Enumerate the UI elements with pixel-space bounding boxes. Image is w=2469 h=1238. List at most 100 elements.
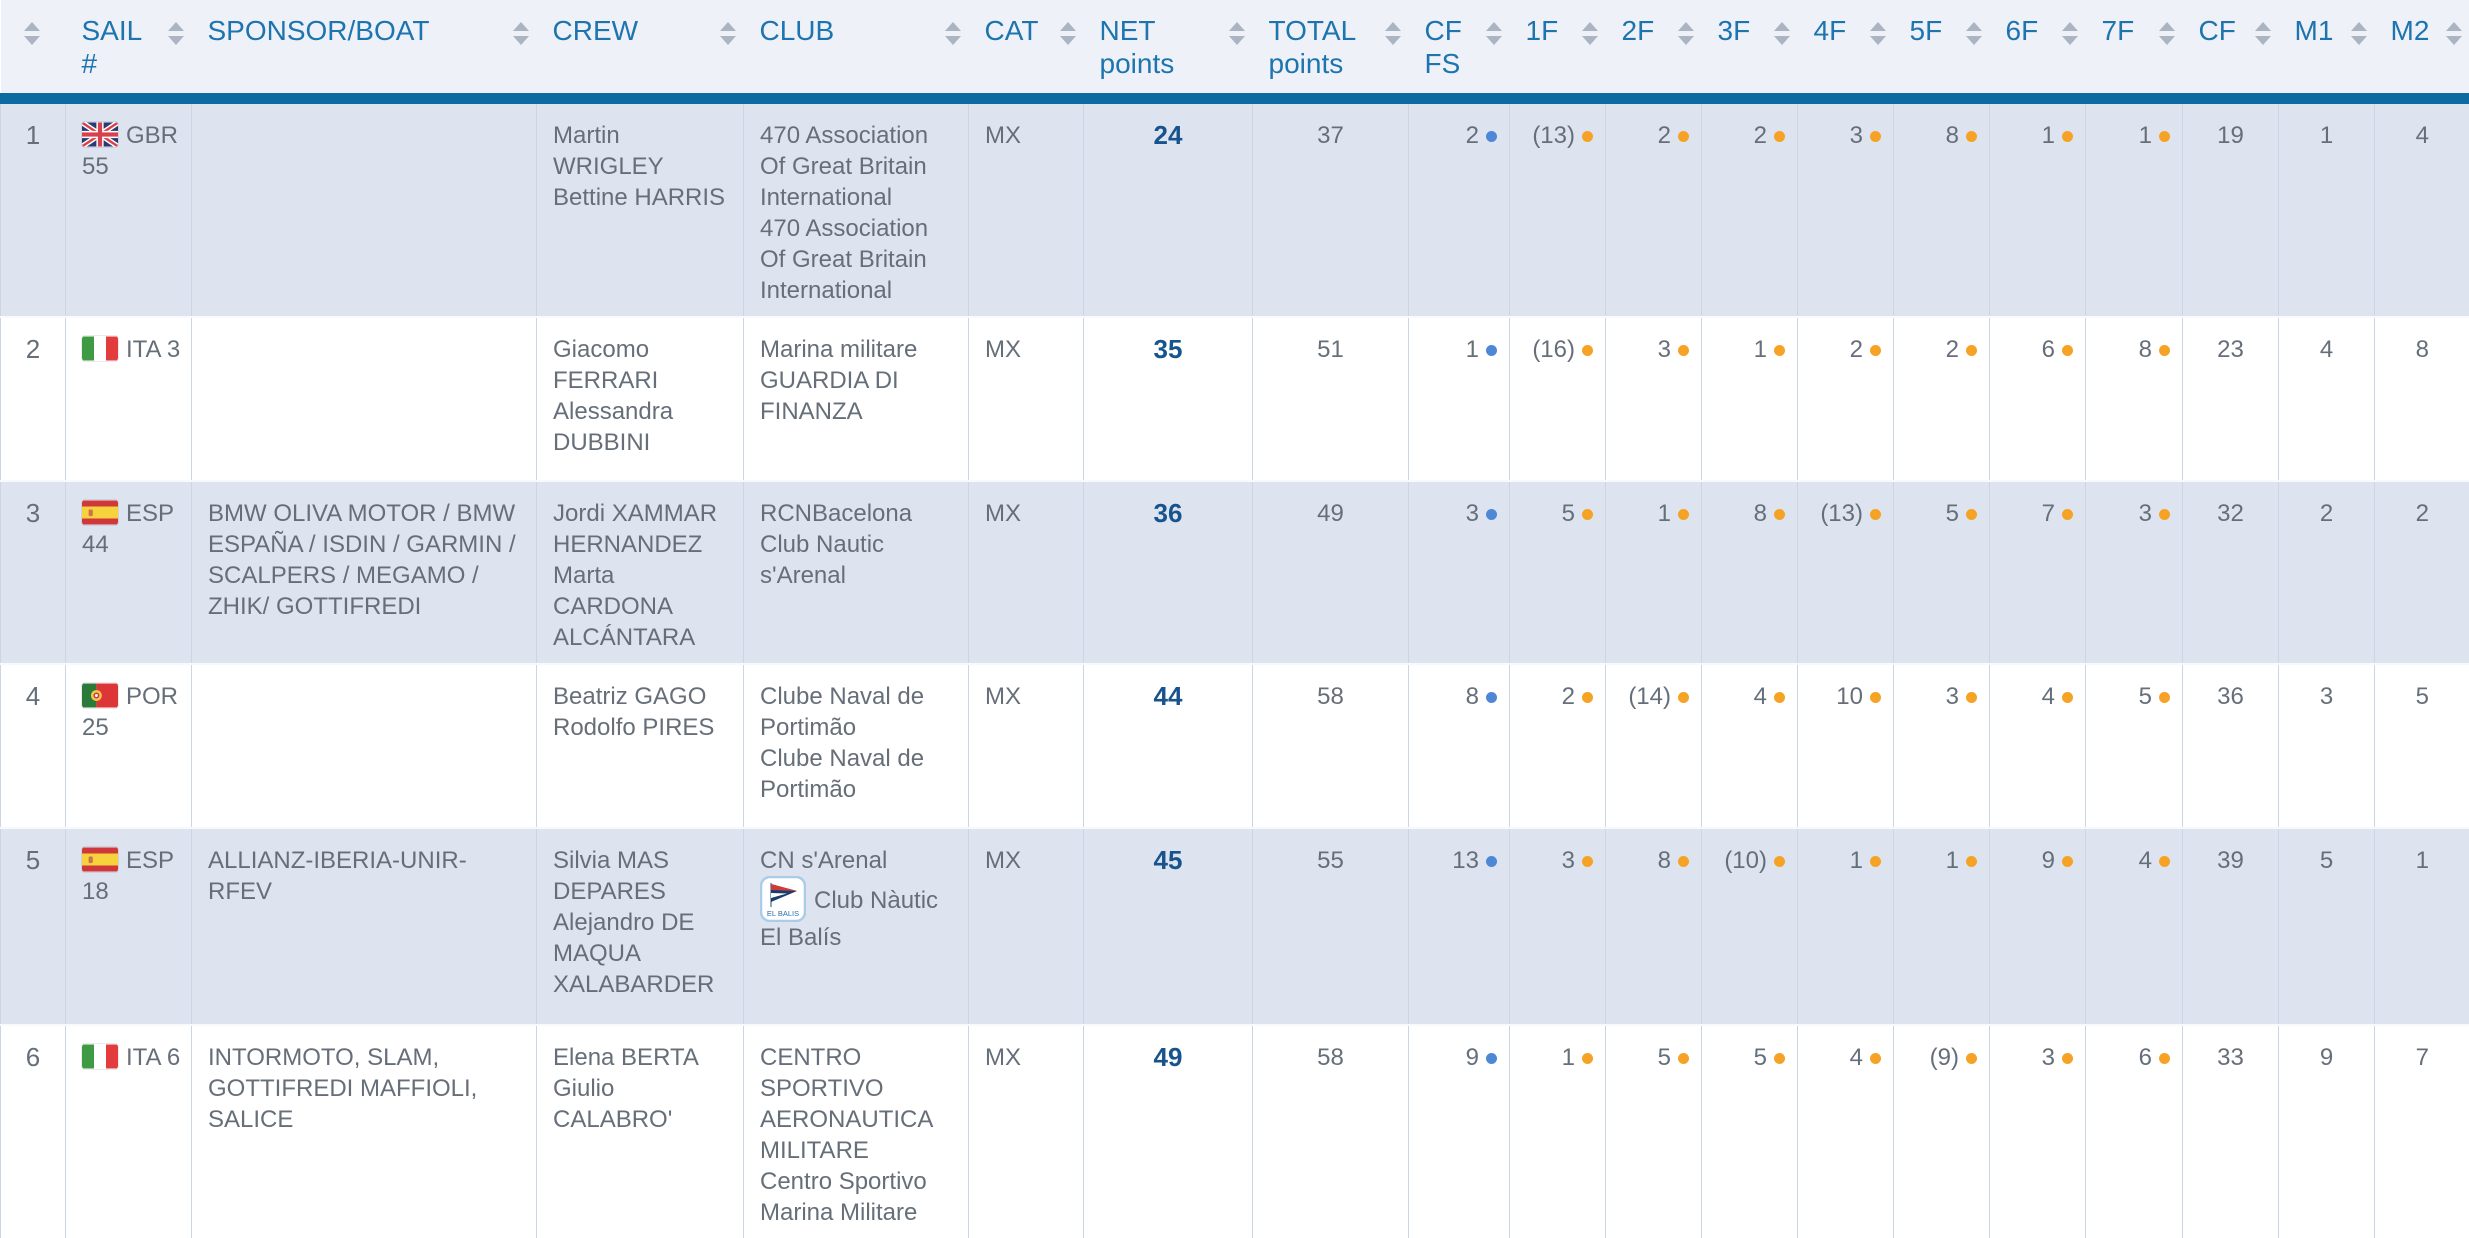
column-header-cf[interactable]: CF: [2183, 0, 2279, 99]
net-points-cell: 24: [1084, 99, 1253, 318]
column-header-club[interactable]: CLUB: [744, 0, 969, 99]
sort-desc-icon[interactable]: [945, 36, 961, 45]
sort-arrows[interactable]: [1385, 14, 1401, 45]
sort-asc-icon[interactable]: [1486, 22, 1502, 31]
column-header-race-2f[interactable]: 2F: [1606, 0, 1702, 99]
category-cell: MX: [969, 481, 1084, 664]
sort-arrows[interactable]: [2255, 14, 2271, 45]
score-value: 6: [2139, 1042, 2152, 1073]
column-header-race-1f[interactable]: 1F: [1510, 0, 1606, 99]
sort-asc-icon[interactable]: [168, 22, 184, 31]
sort-desc-icon[interactable]: [1966, 36, 1982, 45]
sort-arrows[interactable]: [720, 14, 736, 45]
sort-arrows[interactable]: [1060, 14, 1076, 45]
sort-desc-icon[interactable]: [1385, 36, 1401, 45]
sort-arrows[interactable]: [168, 14, 184, 45]
sort-arrows[interactable]: [1774, 14, 1790, 45]
sort-asc-icon[interactable]: [1385, 22, 1401, 31]
sort-desc-icon[interactable]: [2446, 36, 2462, 45]
sort-arrows[interactable]: [1486, 14, 1502, 45]
column-header-m2[interactable]: M2: [2375, 0, 2469, 99]
column-label: CF: [2199, 14, 2236, 47]
sort-desc-icon[interactable]: [1678, 36, 1694, 45]
sort-asc-icon[interactable]: [720, 22, 736, 31]
sort-asc-icon[interactable]: [1229, 22, 1245, 31]
column-header-race-4f[interactable]: 4F: [1798, 0, 1894, 99]
column-header-race-6f[interactable]: 6F: [1990, 0, 2086, 99]
sort-desc-icon[interactable]: [720, 36, 736, 45]
sort-desc-icon[interactable]: [2255, 36, 2271, 45]
score-value: 1: [1946, 845, 1959, 876]
sort-desc-icon[interactable]: [1060, 36, 1076, 45]
sort-asc-icon[interactable]: [1678, 22, 1694, 31]
sort-asc-icon[interactable]: [2446, 22, 2462, 31]
sort-desc-icon[interactable]: [513, 36, 529, 45]
column-header-category[interactable]: CAT: [969, 0, 1084, 99]
sort-asc-icon[interactable]: [1774, 22, 1790, 31]
orange-score-dot-icon: [1966, 692, 1977, 703]
column-header-race-3f[interactable]: 3F: [1702, 0, 1798, 99]
crew-member-name: Alessandra DUBBINI: [553, 396, 735, 458]
sort-asc-icon[interactable]: [1966, 22, 1982, 31]
column-header-race-7f[interactable]: 7F: [2086, 0, 2183, 99]
sort-desc-icon[interactable]: [1229, 36, 1245, 45]
sort-arrows[interactable]: [1870, 14, 1886, 45]
sort-asc-icon[interactable]: [1582, 22, 1598, 31]
sort-desc-icon[interactable]: [1486, 36, 1502, 45]
sort-desc-icon[interactable]: [1774, 36, 1790, 45]
sort-arrows[interactable]: [24, 14, 40, 45]
sort-arrows[interactable]: [1582, 14, 1598, 45]
sort-desc-icon[interactable]: [2062, 36, 2078, 45]
sort-asc-icon[interactable]: [2351, 22, 2367, 31]
esp-flag-icon: [82, 500, 118, 525]
column-header-sail-number[interactable]: SAIL #: [66, 0, 192, 99]
sail-number-cell: GBR 55: [66, 99, 192, 318]
total-points-cell: 55: [1253, 828, 1409, 1025]
sort-asc-icon[interactable]: [2255, 22, 2271, 31]
category-cell: MX: [969, 99, 1084, 318]
club-name: Clube Naval de Portimão: [760, 743, 960, 805]
sort-desc-icon[interactable]: [1582, 36, 1598, 45]
sort-asc-icon[interactable]: [2062, 22, 2078, 31]
sort-desc-icon[interactable]: [168, 36, 184, 45]
sort-desc-icon[interactable]: [24, 36, 40, 45]
sort-arrows[interactable]: [2159, 14, 2175, 45]
score-value: 5: [1562, 498, 1575, 529]
sort-desc-icon[interactable]: [2351, 36, 2367, 45]
sort-asc-icon[interactable]: [1870, 22, 1886, 31]
sort-arrows[interactable]: [2062, 14, 2078, 45]
sort-desc-icon[interactable]: [1870, 36, 1886, 45]
sort-asc-icon[interactable]: [2159, 22, 2175, 31]
sort-arrows[interactable]: [513, 14, 529, 45]
sort-asc-icon[interactable]: [945, 22, 961, 31]
column-header-cf-fs[interactable]: CF FS: [1409, 0, 1510, 99]
column-header-rank[interactable]: [1, 0, 66, 99]
column-header-net-points[interactable]: NET points: [1084, 0, 1253, 99]
score-value: 2: [1658, 120, 1671, 151]
sort-arrows[interactable]: [2351, 14, 2367, 45]
orange-score-dot-icon: [1582, 1053, 1593, 1064]
total-points-cell: 51: [1253, 317, 1409, 481]
sort-arrows[interactable]: [2446, 14, 2462, 45]
m2-score-cell: 4: [2375, 99, 2469, 318]
sort-desc-icon[interactable]: [2159, 36, 2175, 45]
sort-arrows[interactable]: [1229, 14, 1245, 45]
column-label: NET points: [1100, 14, 1195, 80]
column-header-m1[interactable]: M1: [2279, 0, 2375, 99]
sort-asc-icon[interactable]: [1060, 22, 1076, 31]
race-4f-score-cell: (13): [1798, 481, 1894, 664]
crew-member-name: Jordi XAMMAR HERNANDEZ: [553, 498, 735, 560]
sort-arrows[interactable]: [945, 14, 961, 45]
column-header-total-points[interactable]: TOTAL points: [1253, 0, 1409, 99]
club-name: Club Nautic s'Arenal: [760, 529, 960, 591]
svg-text:EL BALIS: EL BALIS: [767, 909, 799, 918]
sort-arrows[interactable]: [1678, 14, 1694, 45]
sort-asc-icon[interactable]: [24, 22, 40, 31]
column-header-crew[interactable]: CREW: [537, 0, 744, 99]
sort-asc-icon[interactable]: [513, 22, 529, 31]
column-header-sponsor-boat[interactable]: SPONSOR/BOAT: [192, 0, 537, 99]
race-7f-score-cell: 8: [2086, 317, 2183, 481]
sort-arrows[interactable]: [1966, 14, 1982, 45]
column-header-race-5f[interactable]: 5F: [1894, 0, 1990, 99]
